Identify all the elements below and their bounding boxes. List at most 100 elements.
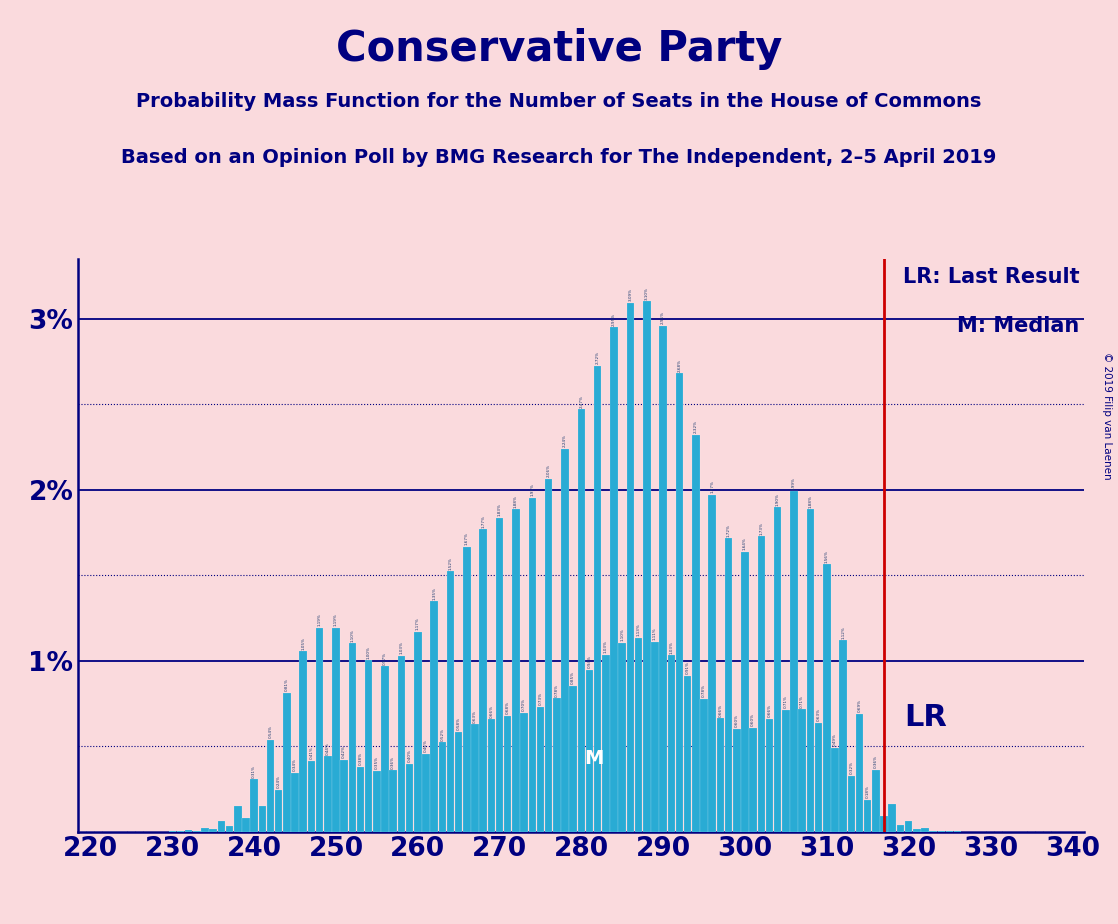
Bar [487, 720, 495, 832]
Bar [840, 640, 847, 832]
Text: 3.10%: 3.10% [645, 286, 648, 299]
Bar [651, 642, 659, 832]
Bar [618, 643, 626, 832]
Text: 0.38%: 0.38% [359, 752, 362, 765]
Bar [357, 767, 364, 832]
Bar [414, 632, 421, 832]
Bar [209, 829, 217, 832]
Bar [398, 656, 405, 832]
Text: 1.03%: 1.03% [670, 641, 673, 654]
Bar [423, 753, 429, 832]
Bar [610, 327, 618, 832]
Text: 1.05%: 1.05% [301, 637, 305, 650]
Text: 2.96%: 2.96% [661, 311, 665, 324]
Bar [463, 547, 471, 832]
Bar [831, 748, 838, 832]
Bar [438, 742, 446, 832]
Text: 0.78%: 0.78% [702, 684, 707, 697]
Bar [913, 830, 920, 832]
Bar [872, 770, 880, 832]
Text: 0.91%: 0.91% [685, 662, 690, 675]
Text: 0.68%: 0.68% [505, 701, 510, 714]
Bar [774, 507, 781, 832]
Text: 0.71%: 0.71% [800, 695, 804, 708]
Text: 1.83%: 1.83% [498, 504, 502, 517]
Bar [250, 779, 258, 832]
Text: 1.10%: 1.10% [350, 628, 354, 641]
Bar [864, 800, 871, 832]
Bar [364, 661, 372, 832]
Bar [880, 816, 888, 832]
Text: 1.72%: 1.72% [727, 524, 730, 537]
Bar [283, 693, 291, 832]
Bar [389, 771, 397, 832]
Text: 1.52%: 1.52% [448, 556, 453, 569]
Text: 0.97%: 0.97% [383, 651, 387, 664]
Text: 1.77%: 1.77% [481, 515, 485, 528]
Bar [766, 719, 774, 832]
Text: 0.34%: 0.34% [293, 759, 297, 772]
Bar [749, 728, 757, 832]
Bar [300, 651, 307, 832]
Bar [184, 831, 192, 832]
Text: 0.78%: 0.78% [555, 684, 559, 697]
Text: 1.03%: 1.03% [604, 640, 608, 653]
Bar [938, 831, 945, 832]
Text: 0.44%: 0.44% [325, 742, 330, 755]
Text: M: Median: M: Median [957, 316, 1080, 336]
Bar [586, 670, 594, 832]
Text: 0.69%: 0.69% [858, 699, 862, 712]
Text: 1.88%: 1.88% [514, 495, 518, 507]
Text: 1.56%: 1.56% [825, 550, 828, 563]
Bar [529, 498, 536, 832]
Text: 1.90%: 1.90% [776, 492, 779, 505]
Bar [717, 718, 724, 832]
Text: 0.60%: 0.60% [735, 714, 739, 727]
Text: 0.60%: 0.60% [751, 713, 755, 726]
Text: 0.18%: 0.18% [865, 785, 870, 798]
Text: 2.47%: 2.47% [579, 395, 584, 407]
Bar [709, 495, 716, 832]
Bar [340, 760, 348, 832]
Bar [537, 707, 544, 832]
Text: 1.73%: 1.73% [759, 522, 764, 535]
Text: 0.42%: 0.42% [342, 746, 347, 758]
Bar [430, 602, 438, 832]
Text: 2.72%: 2.72% [596, 351, 599, 364]
Text: 0.32%: 0.32% [850, 761, 853, 774]
Text: M: M [584, 749, 604, 769]
Bar [603, 655, 609, 832]
Text: 1.67%: 1.67% [465, 532, 468, 545]
Bar [635, 638, 643, 832]
Bar [332, 627, 340, 832]
Bar [783, 710, 789, 832]
Bar [675, 373, 683, 832]
Text: Probability Mass Function for the Number of Seats in the House of Commons: Probability Mass Function for the Number… [136, 92, 982, 112]
Text: Based on an Opinion Poll by BMG Research for The Independent, 2–5 April 2019: Based on an Opinion Poll by BMG Research… [122, 148, 996, 167]
Text: 1.64%: 1.64% [743, 538, 747, 550]
Bar [594, 366, 601, 832]
Text: 0.81%: 0.81% [285, 678, 288, 691]
Bar [495, 518, 503, 832]
Text: 1.10%: 1.10% [620, 628, 624, 641]
Bar [226, 825, 234, 832]
Text: 0.31%: 0.31% [253, 765, 256, 778]
Text: 0.73%: 0.73% [539, 692, 542, 706]
Bar [700, 699, 708, 832]
Bar [815, 723, 823, 832]
Text: 0.58%: 0.58% [456, 717, 461, 731]
Bar [455, 732, 463, 832]
Bar [643, 301, 651, 832]
Text: 0.85%: 0.85% [571, 671, 575, 684]
Bar [307, 760, 315, 832]
Bar [692, 435, 700, 832]
Bar [504, 716, 512, 832]
Bar [889, 804, 896, 832]
Bar [855, 714, 863, 832]
Bar [904, 821, 912, 832]
Bar [667, 655, 675, 832]
Bar [741, 552, 749, 832]
Bar [315, 628, 323, 832]
Bar [520, 712, 528, 832]
Bar [553, 699, 560, 832]
